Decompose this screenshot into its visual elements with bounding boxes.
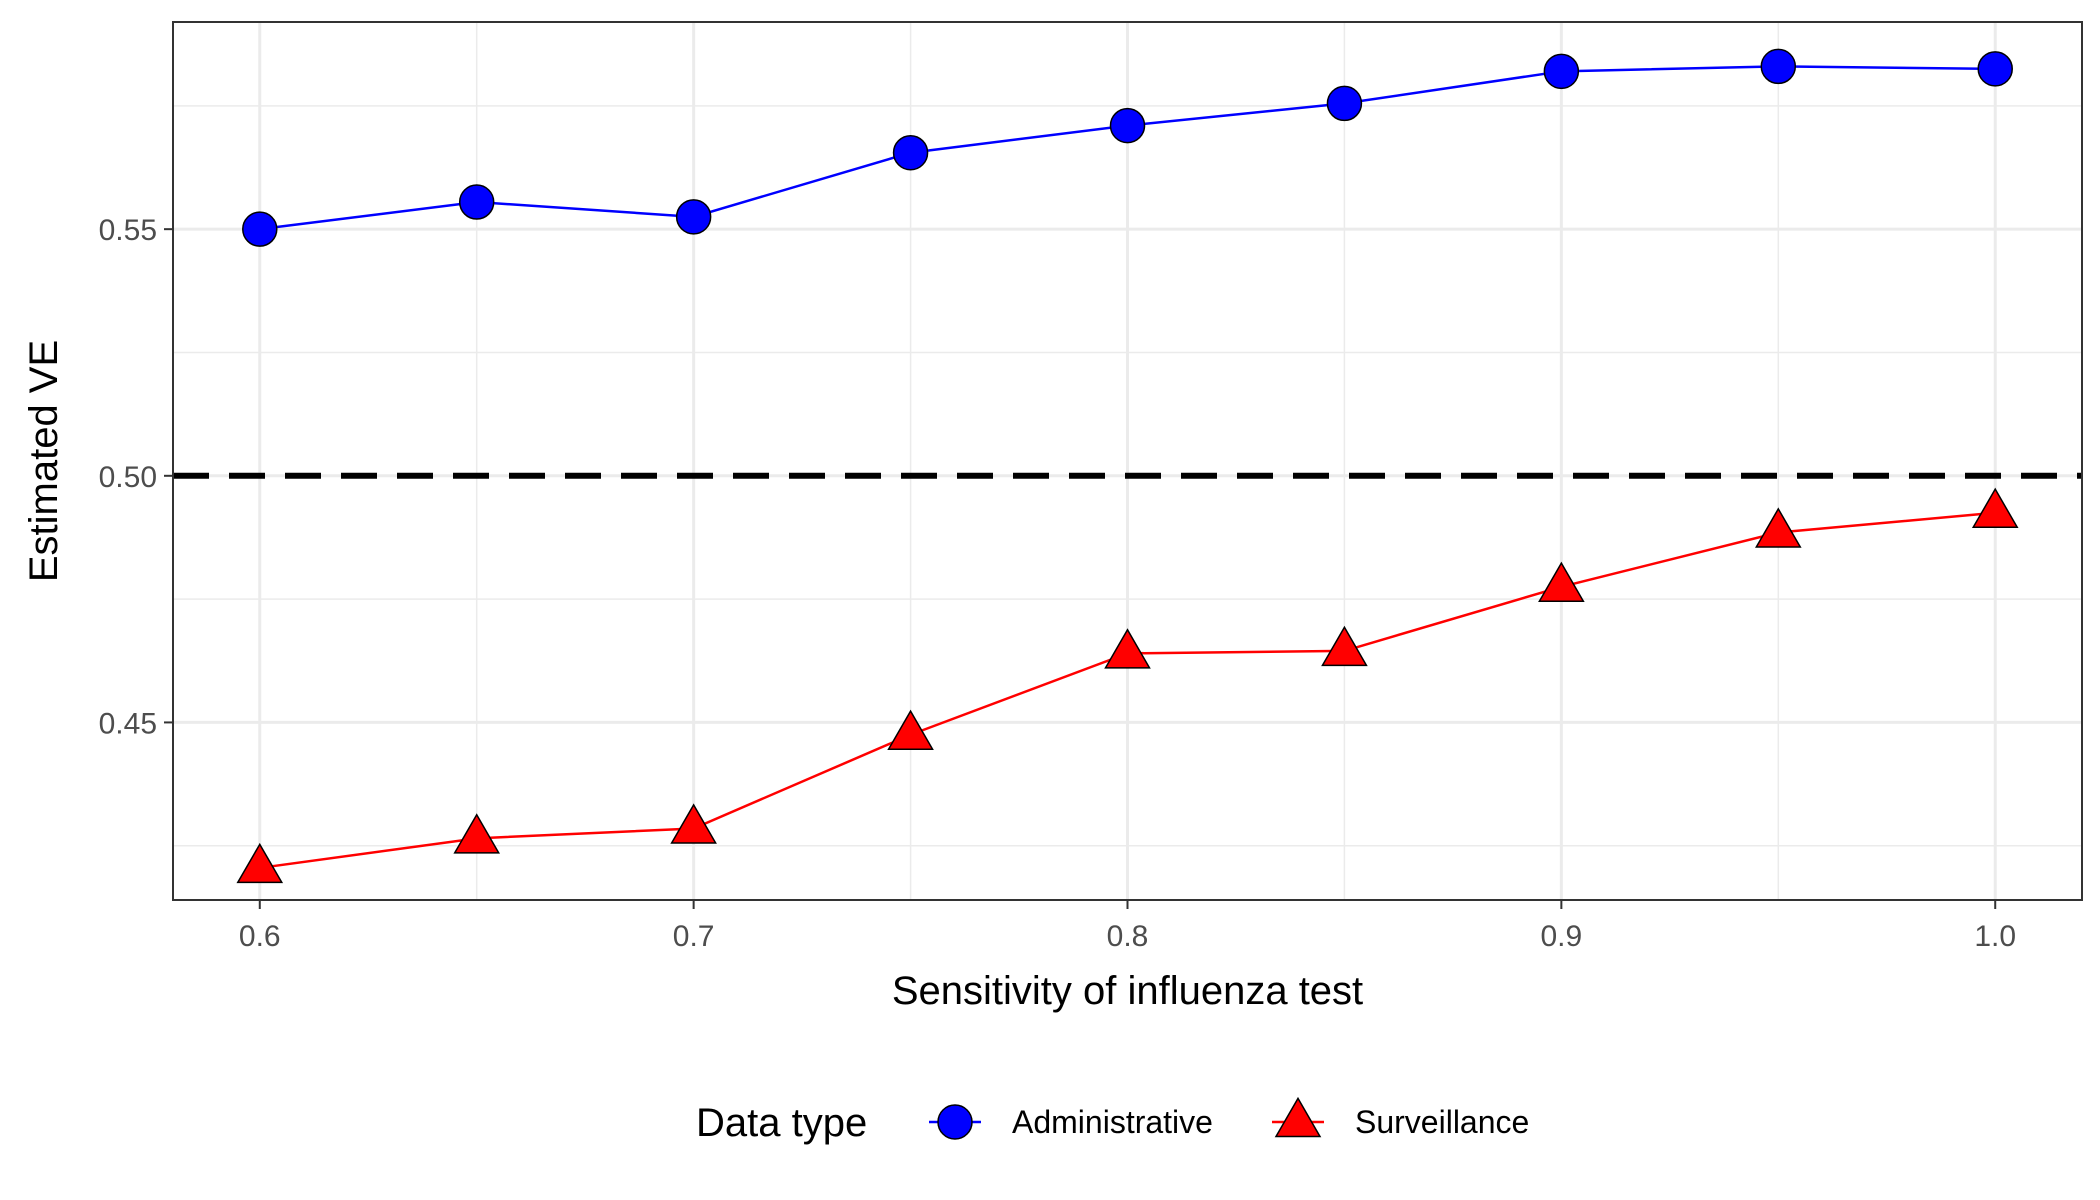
- administrative-data-point: [1977, 51, 2013, 87]
- x-tick-label: 0.8: [1107, 920, 1149, 953]
- x-axis-ticks: 0.6 0.7 0.8 0.9 1.0: [239, 900, 2016, 953]
- administrative-data-point: [675, 199, 712, 235]
- surveillance-data-point: [1538, 561, 1585, 603]
- administrative-legend-key-marker: [937, 1104, 973, 1140]
- surveillance-data-point: [453, 813, 501, 854]
- surveillance-data-point: [1971, 487, 2019, 529]
- y-axis-title: Estimated VE: [22, 340, 66, 582]
- administrative-data-point: [1109, 107, 1146, 144]
- administrative-data-point: [1760, 48, 1797, 85]
- x-axis-title: Sensitivity of influenza test: [892, 969, 1363, 1013]
- y-tick-label: 0.55: [99, 214, 157, 247]
- administrative-data-point: [1543, 53, 1580, 90]
- y-tick-label: 0.50: [99, 461, 157, 494]
- surveillance-legend-label: Surveillance: [1355, 1104, 1529, 1140]
- administrative-data-point: [1326, 85, 1363, 122]
- y-axis-ticks: 0.45 0.50 0.55: [99, 214, 173, 740]
- surveillance-data-point: [1754, 507, 1802, 548]
- surveillance-data-point: [1104, 628, 1151, 669]
- x-tick-label: 0.6: [239, 920, 281, 953]
- administrative-data-point: [892, 134, 929, 171]
- x-tick-label: 0.7: [673, 920, 715, 953]
- administrative-legend-label: Administrative: [1012, 1104, 1213, 1140]
- surveillance-data-point: [236, 842, 284, 884]
- y-tick-label: 0.45: [99, 707, 157, 740]
- surveillance-data-point: [887, 709, 934, 750]
- series-points: [236, 48, 2019, 884]
- legend: Data type Administrative Surveillance: [696, 1096, 1529, 1145]
- x-tick-label: 1.0: [1974, 920, 2016, 953]
- x-tick-label: 0.9: [1541, 920, 1583, 953]
- surveillance-legend-key-marker: [1274, 1096, 1322, 1138]
- legend-title: Data type: [696, 1101, 867, 1145]
- surveillance-data-point: [670, 803, 717, 844]
- administrative-data-point: [242, 211, 278, 247]
- administrative-data-point: [458, 184, 495, 220]
- surveillance-data-point: [1321, 625, 1368, 667]
- gridlines: [173, 22, 2082, 900]
